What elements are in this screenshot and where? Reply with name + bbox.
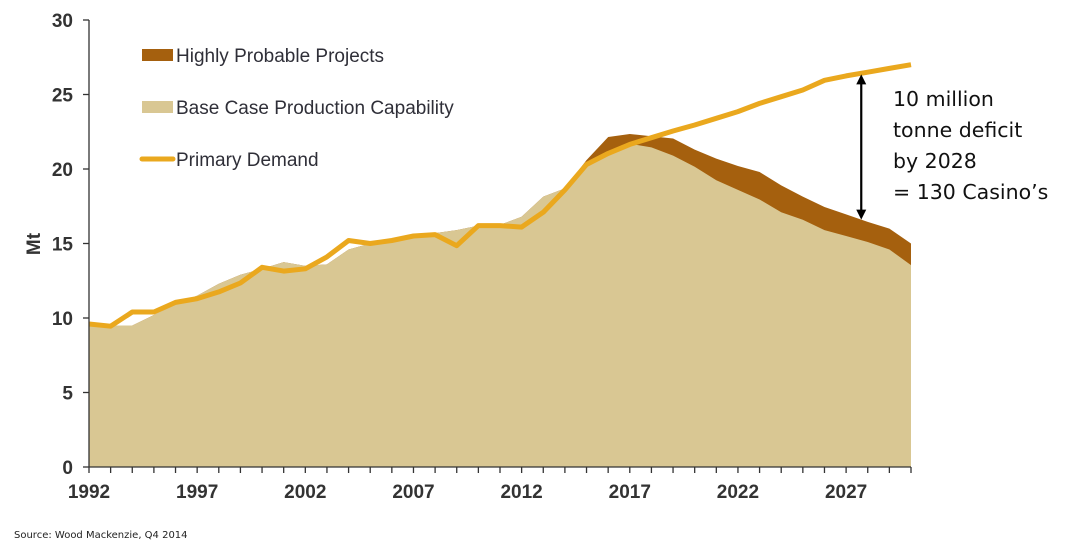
y-tick-label: 0 <box>62 458 73 479</box>
legend-label-highly-probable-projects: Highly Probable Projects <box>176 46 384 67</box>
x-tick-label: 2012 <box>500 482 542 503</box>
legend: Highly Probable Projects Base Case Produc… <box>139 46 454 171</box>
annotation-line: 10 million <box>893 87 994 111</box>
line-primary-demand <box>88 62 912 329</box>
arrow-head-up-icon <box>856 74 867 85</box>
legend-swatch-highly-probable-projects <box>142 49 173 61</box>
deficit-annotation: 10 million tonne deficit by 2028 = 130 Casi… <box>856 74 1048 220</box>
y-tick-label: 25 <box>52 86 74 107</box>
y-tick-label: 5 <box>62 384 73 405</box>
x-tick-label: 1997 <box>176 482 218 503</box>
y-tick-label: 30 <box>52 11 73 32</box>
y-tick-label: 20 <box>52 160 73 181</box>
y-tick-label: 10 <box>52 309 73 330</box>
y-axis-label: Mt <box>24 232 45 255</box>
x-tick-label: 2027 <box>825 482 867 503</box>
source-note: Source: Wood Mackenzie, Q4 2014 <box>14 530 188 541</box>
x-tick-label: 1992 <box>68 482 110 503</box>
x-tick-label: 2002 <box>284 482 326 503</box>
x-tick-label: 2022 <box>717 482 759 503</box>
areas-layer <box>89 134 911 467</box>
x-tick-label: 2017 <box>609 482 651 503</box>
annotation-line: tonne deficit <box>893 118 1022 142</box>
annotation-line: by 2028 <box>893 149 977 173</box>
lines-layer <box>88 62 912 329</box>
arrow-head-down-icon <box>856 209 867 220</box>
annotation-line: = 130 Casino’s <box>893 180 1048 204</box>
legend-label-primary-demand: Primary Demand <box>176 150 319 171</box>
area-base-case-production-capability <box>89 143 911 467</box>
axes: 0 5 10 15 20 25 30 1992 1997 2002 2007 2012 2017 2022… <box>52 11 912 503</box>
legend-swatch-base-case-production-capability <box>142 101 173 113</box>
x-tick-label: 2007 <box>392 482 434 503</box>
legend-label-base-case-production-capability: Base Case Production Capability <box>176 98 454 119</box>
y-tick-label: 15 <box>52 235 74 256</box>
